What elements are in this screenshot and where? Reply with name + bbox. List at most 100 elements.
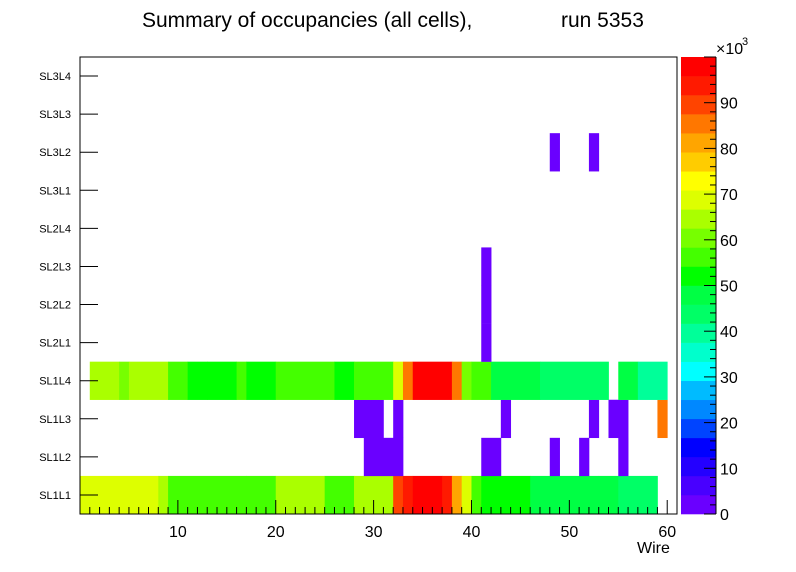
y-tick-label-sl1l3: SL1L3 (39, 414, 71, 426)
z-tick-label-80: 80 (720, 141, 738, 158)
cell-sl1l4-5 (207, 361, 237, 400)
cell-sl1l4-11 (393, 361, 404, 400)
cell-sl2l2-0 (481, 285, 492, 324)
color-scale-band-9 (681, 323, 716, 343)
color-scale-band-6 (681, 380, 716, 401)
x-tick-label-40: 40 (463, 524, 481, 541)
cell-sl1l4-17 (491, 361, 541, 400)
cell-sl1l3-3 (588, 399, 600, 439)
cell-sl1l1-10 (442, 475, 453, 515)
cell-sl1l2-2 (549, 437, 560, 477)
chart-title: Summary of occupancies (all cells), (142, 9, 472, 32)
color-scale-band-10 (681, 304, 716, 324)
z-tick-label-40: 40 (720, 324, 738, 341)
cell-sl2l3-0 (481, 247, 492, 286)
x-tick-label-20: 20 (267, 524, 285, 541)
color-scale-band-12 (681, 266, 716, 286)
cell-sl1l4-12 (402, 361, 414, 400)
color-scale-band-19 (681, 133, 716, 153)
x-tick-label-10: 10 (169, 524, 187, 541)
z-tick-label-50: 50 (720, 279, 738, 296)
cell-sl1l2-3 (579, 437, 590, 477)
heatmap-cells (80, 133, 668, 515)
color-scale-band-22 (681, 76, 716, 96)
cell-sl1l1-14 (481, 475, 531, 515)
cell-sl1l1-3 (246, 475, 277, 515)
color-scale-band-20 (681, 114, 716, 134)
color-scale-band-3 (681, 437, 716, 458)
cell-sl1l4-4 (187, 361, 208, 400)
z-tick-label-60: 60 (720, 233, 738, 250)
color-scale-band-8 (681, 342, 716, 362)
cell-sl1l4-20 (637, 361, 668, 400)
z-tick-label-20: 20 (720, 416, 738, 433)
cell-sl1l4-13 (412, 361, 453, 400)
cell-sl1l4-3 (168, 361, 189, 400)
y-tick-label-sl3l1: SL3L1 (39, 185, 71, 197)
color-scale-band-18 (681, 152, 716, 172)
cell-sl1l2-1 (481, 437, 502, 477)
color-scale-band-5 (681, 399, 716, 420)
cell-sl1l3-0 (354, 399, 384, 439)
cell-sl1l4-19 (618, 361, 639, 400)
x-tick-label-50: 50 (560, 524, 578, 541)
z-tick-label-0: 0 (720, 507, 729, 524)
z-exponent-label: 3 (742, 36, 748, 48)
y-tick-label-sl2l4: SL2L4 (39, 223, 71, 235)
run-label: run 5353 (561, 9, 644, 32)
cell-sl1l1-12 (461, 475, 472, 515)
cell-sl2l1-0 (481, 323, 492, 362)
y-tick-label-sl1l4: SL1L4 (39, 376, 71, 388)
x-tick-label-30: 30 (365, 524, 383, 541)
cell-sl1l1-8 (402, 475, 414, 515)
cell-sl1l4-7 (246, 361, 277, 400)
color-scale-band-16 (681, 190, 716, 210)
cell-sl1l1-5 (324, 475, 355, 515)
color-scale: 0 10 20 30 40 50 60 70 80 90 (681, 56, 738, 524)
y-tick-label-sl3l2: SL3L2 (39, 147, 71, 159)
cell-sl1l1-1 (158, 475, 169, 515)
y-tick-label-sl2l1: SL2L1 (39, 338, 71, 350)
cell-sl1l1-4 (275, 475, 326, 515)
z-tick-label-70: 70 (720, 187, 738, 204)
x-tick-label-60: 60 (658, 524, 676, 541)
cell-sl1l4-14 (451, 361, 463, 400)
cell-sl1l4-8 (275, 361, 335, 400)
cell-sl1l4-1 (119, 361, 130, 400)
cell-sl1l1-11 (451, 475, 463, 515)
color-scale-band-17 (681, 171, 716, 191)
color-scale-band-7 (681, 361, 716, 382)
cell-sl1l4-10 (354, 361, 394, 400)
cell-sl1l1-13 (471, 475, 482, 515)
color-scale-band-15 (681, 209, 716, 229)
y-tick-label-sl1l2: SL1L2 (39, 452, 71, 464)
color-scale-band-21 (681, 95, 716, 115)
x-axis-label: Wire (637, 540, 670, 557)
cell-sl1l3-4 (608, 399, 629, 439)
cell-sl1l4-2 (128, 361, 169, 400)
y-axis: SL1L1 SL1L2 SL1L3 SL1L4 SL2L1 SL2L2 SL2L3 SL2L4… (39, 71, 98, 502)
color-scale-band-13 (681, 247, 716, 267)
cell-sl1l2-0 (363, 437, 404, 477)
y-tick-label-sl2l3: SL2L3 (39, 261, 71, 273)
y-tick-label-sl3l4: SL3L4 (39, 71, 71, 83)
cell-sl3l2-0 (549, 133, 560, 172)
cell-sl1l1-9 (412, 475, 443, 515)
color-scale-band-23 (681, 57, 716, 77)
cell-sl1l3-2 (500, 399, 512, 439)
cell-sl1l1-15 (530, 475, 600, 515)
cell-sl1l2-4 (618, 437, 629, 477)
cell-sl3l2-1 (588, 133, 600, 172)
color-scale-band-0 (681, 494, 716, 515)
cell-sl1l1-16 (598, 475, 619, 515)
z-tick-label-10: 10 (720, 461, 738, 478)
color-scale-band-2 (681, 456, 716, 477)
cell-sl1l1-7 (393, 475, 404, 515)
z-tick-label-30: 30 (720, 370, 738, 387)
cell-sl1l4-9 (334, 361, 355, 400)
cell-sl1l3-5 (657, 399, 668, 439)
color-scale-band-11 (681, 285, 716, 305)
z-multiplier-label: ×10 (716, 41, 743, 58)
color-scale-band-1 (681, 475, 716, 496)
